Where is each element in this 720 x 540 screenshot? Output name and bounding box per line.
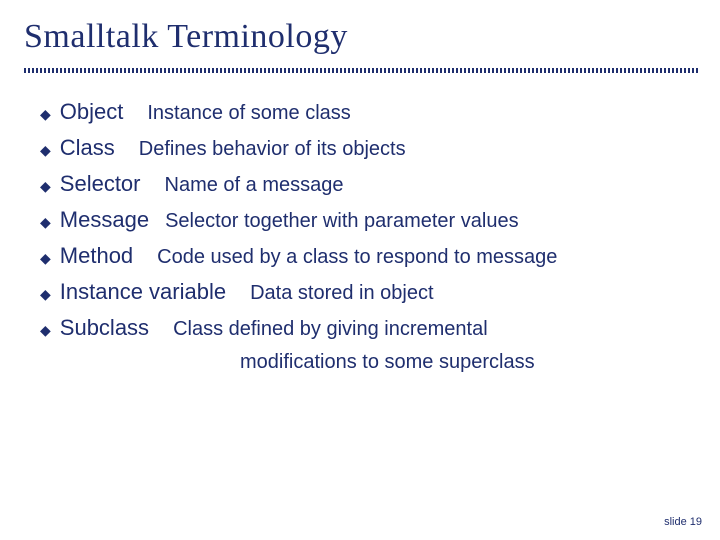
diamond-bullet-icon: ◆ [40,322,51,339]
term: Selector [60,171,141,197]
list-item: ◆ Subclass Class defined by giving incre… [40,315,692,341]
definition: Code used by a class to respond to messa… [141,246,557,269]
diamond-bullet-icon: ◆ [40,142,51,159]
term: Object [60,99,124,125]
diamond-bullet-icon: ◆ [40,214,51,231]
slide-title: Smalltalk Terminology [0,0,720,68]
content-area: ◆ Object Instance of some class ◆ Class … [0,73,720,374]
definition: Defines behavior of its objects [123,138,406,161]
definition: Name of a message [149,174,344,197]
diamond-bullet-icon: ◆ [40,286,51,303]
list-item: ◆ Object Instance of some class [40,99,692,125]
term: Method [60,243,133,269]
term: Subclass [60,315,149,341]
definition: Selector together with parameter values [157,210,519,233]
list-item: ◆ Selector Name of a message [40,171,692,197]
list-item: ◆ Message Selector together with paramet… [40,207,692,233]
definition: Data stored in object [234,282,433,305]
term: Message [60,207,149,233]
term: Instance variable [60,279,226,305]
definition-continued: modifications to some superclass [40,351,692,374]
diamond-bullet-icon: ◆ [40,106,51,123]
definition: Class defined by giving incremental [157,318,488,341]
list-item: ◆ Instance variable Data stored in objec… [40,279,692,305]
slide-number: slide 19 [664,516,702,528]
term: Class [60,135,115,161]
definition: Instance of some class [131,102,350,125]
list-item: ◆ Class Defines behavior of its objects [40,135,692,161]
diamond-bullet-icon: ◆ [40,178,51,195]
diamond-bullet-icon: ◆ [40,250,51,267]
list-item: ◆ Method Code used by a class to respond… [40,243,692,269]
